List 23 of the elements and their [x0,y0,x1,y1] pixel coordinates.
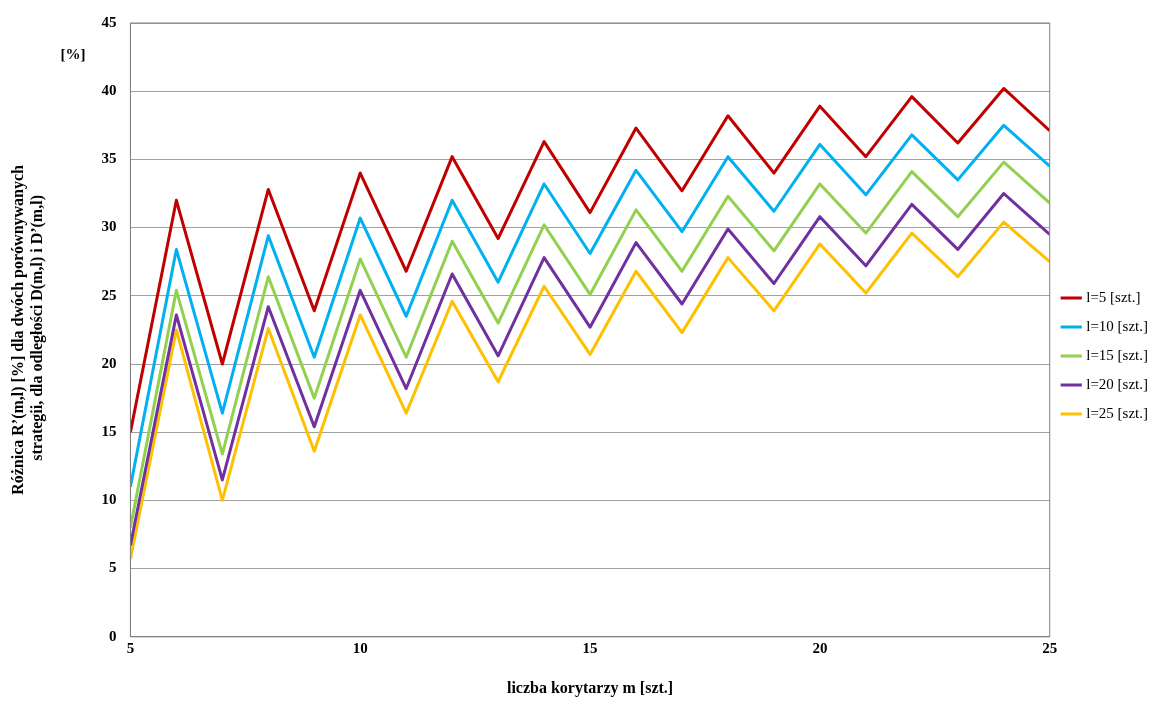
y-tick-label: 30 [101,218,117,235]
text: [%] [60,46,86,63]
y-tick-label: 5 [108,559,117,576]
x-tick-label: 25 [1042,639,1058,656]
y-tick-label: 35 [101,150,117,167]
legend-label: l=20 [szt.] [1086,375,1148,392]
x-tick-label: 15 [582,639,598,656]
x-tick-label: 5 [126,639,135,656]
y-tick-label: 0 [108,627,117,644]
y-axis-title: Różnica R’(m,l) [%] dla dwóch porównywanych strategii, dla odległości D(m,l) i D’(m,l) [8,164,46,495]
y-tick-label: 40 [101,82,117,99]
legend-label: l=5 [szt.] [1086,288,1141,305]
y-tick-label: 45 [101,13,117,30]
legend-label: l=15 [szt.] [1086,346,1148,363]
y-tick-label: 25 [101,286,117,303]
y-tick-label: 15 [101,423,117,440]
y-tick-label: 10 [101,491,117,508]
y-tick-label: 20 [101,354,117,371]
legend-label: l=10 [szt.] [1086,317,1148,334]
x-axis-title: liczba korytarzy m [szt.] [506,678,674,697]
x-tick-label: 10 [352,639,368,656]
x-tick-label: 20 [812,639,828,656]
legend-label: l=25 [szt.] [1086,404,1148,421]
